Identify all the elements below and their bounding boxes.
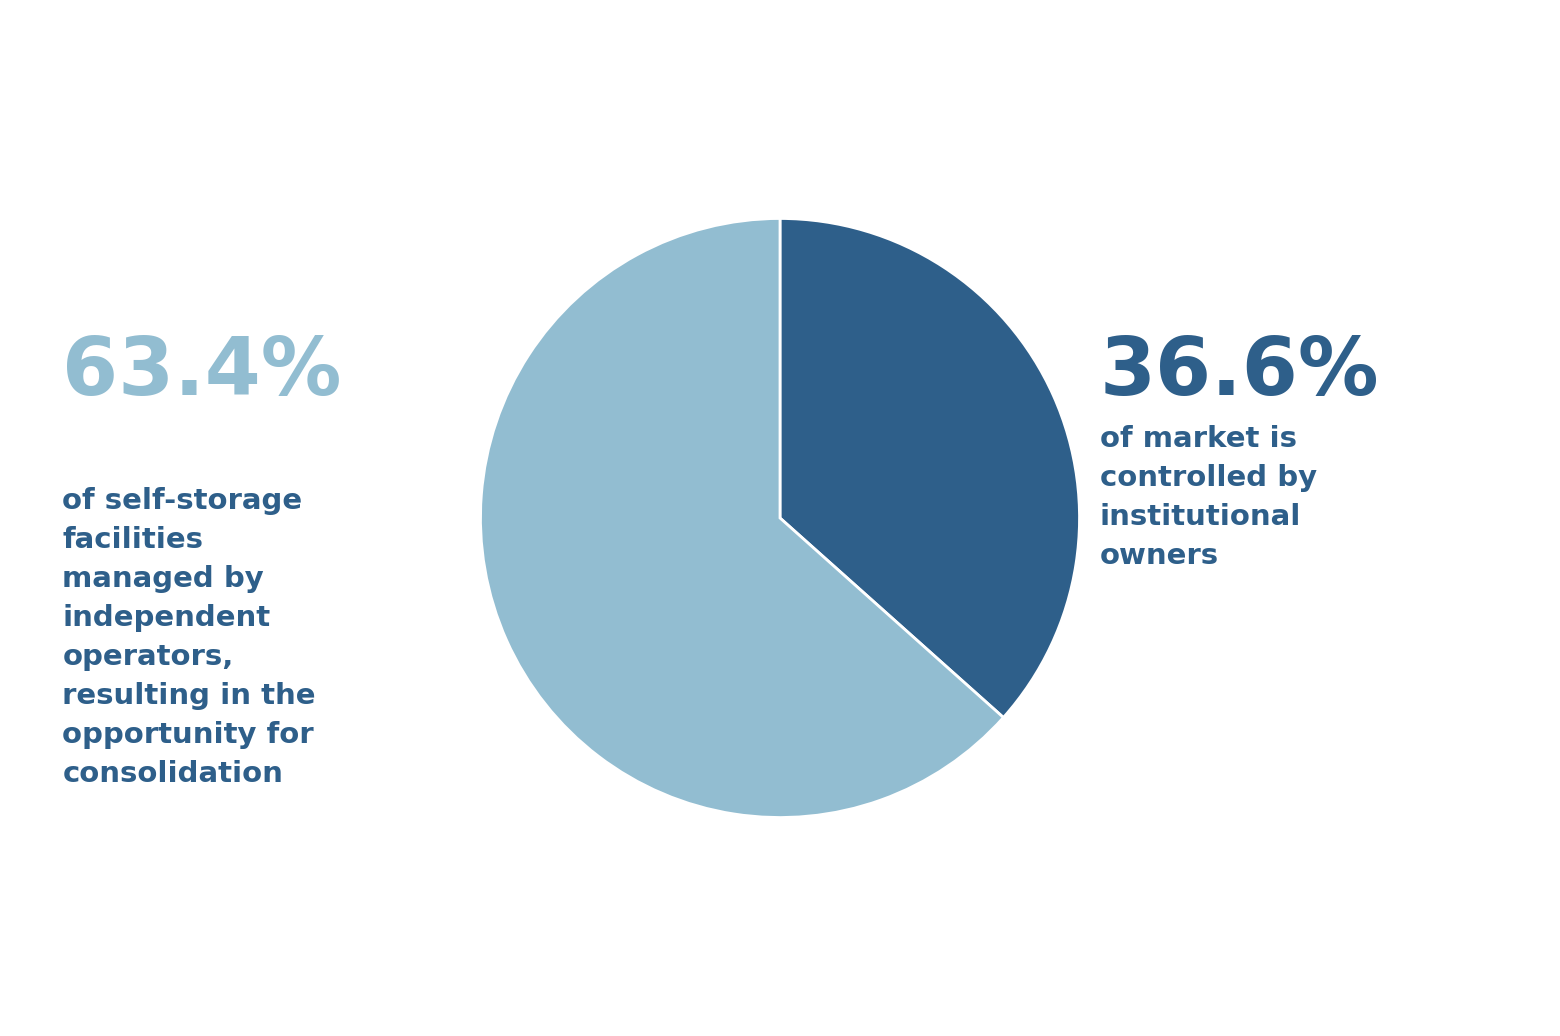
Text: 36.6%: 36.6% (1100, 334, 1379, 412)
Text: 63.4%: 63.4% (62, 334, 342, 412)
Text: of self-storage
facilities
managed by
independent
operators,
resulting in the
op: of self-storage facilities managed by in… (62, 487, 315, 787)
Wedge shape (780, 219, 1080, 718)
Text: of market is
controlled by
institutional
owners: of market is controlled by institutional… (1100, 425, 1317, 570)
Wedge shape (480, 219, 1003, 817)
